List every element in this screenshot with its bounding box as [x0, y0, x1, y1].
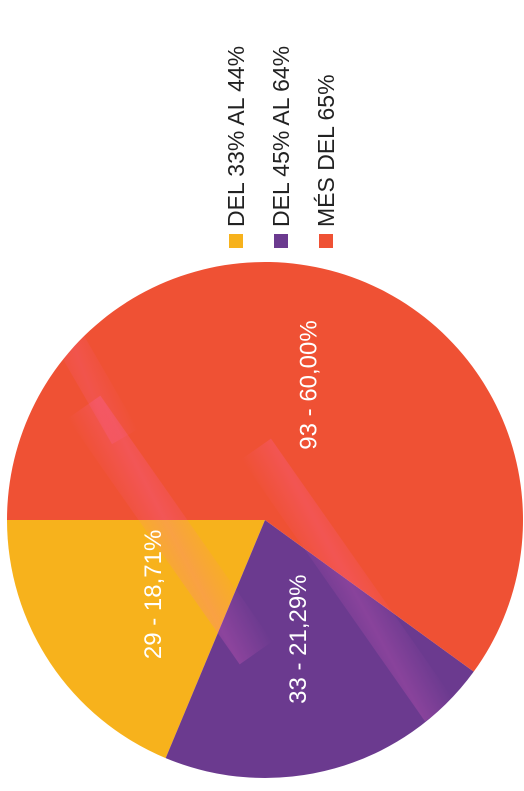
pie-slice	[165, 520, 474, 779]
slice-data-label: 93 - 60,00%	[295, 320, 322, 449]
legend-swatch	[319, 234, 333, 248]
legend-swatch	[229, 234, 243, 248]
slice-data-label: 29 - 18,71%	[140, 530, 167, 659]
slice-data-label: 33 - 21,29%	[285, 574, 312, 703]
legend-label: MÉS DEL 65%	[313, 74, 339, 227]
legend-swatch	[274, 234, 288, 248]
legend-label: DEL 33% AL 44%	[223, 46, 249, 227]
legend: DEL 33% AL 44% DEL 45% AL 64% MÉS DEL 65%	[223, 46, 339, 248]
legend-label: DEL 45% AL 64%	[268, 46, 294, 227]
pie-slice-labels: 29 - 18,71% 33 - 21,29% 93 - 60,00%	[140, 320, 322, 704]
